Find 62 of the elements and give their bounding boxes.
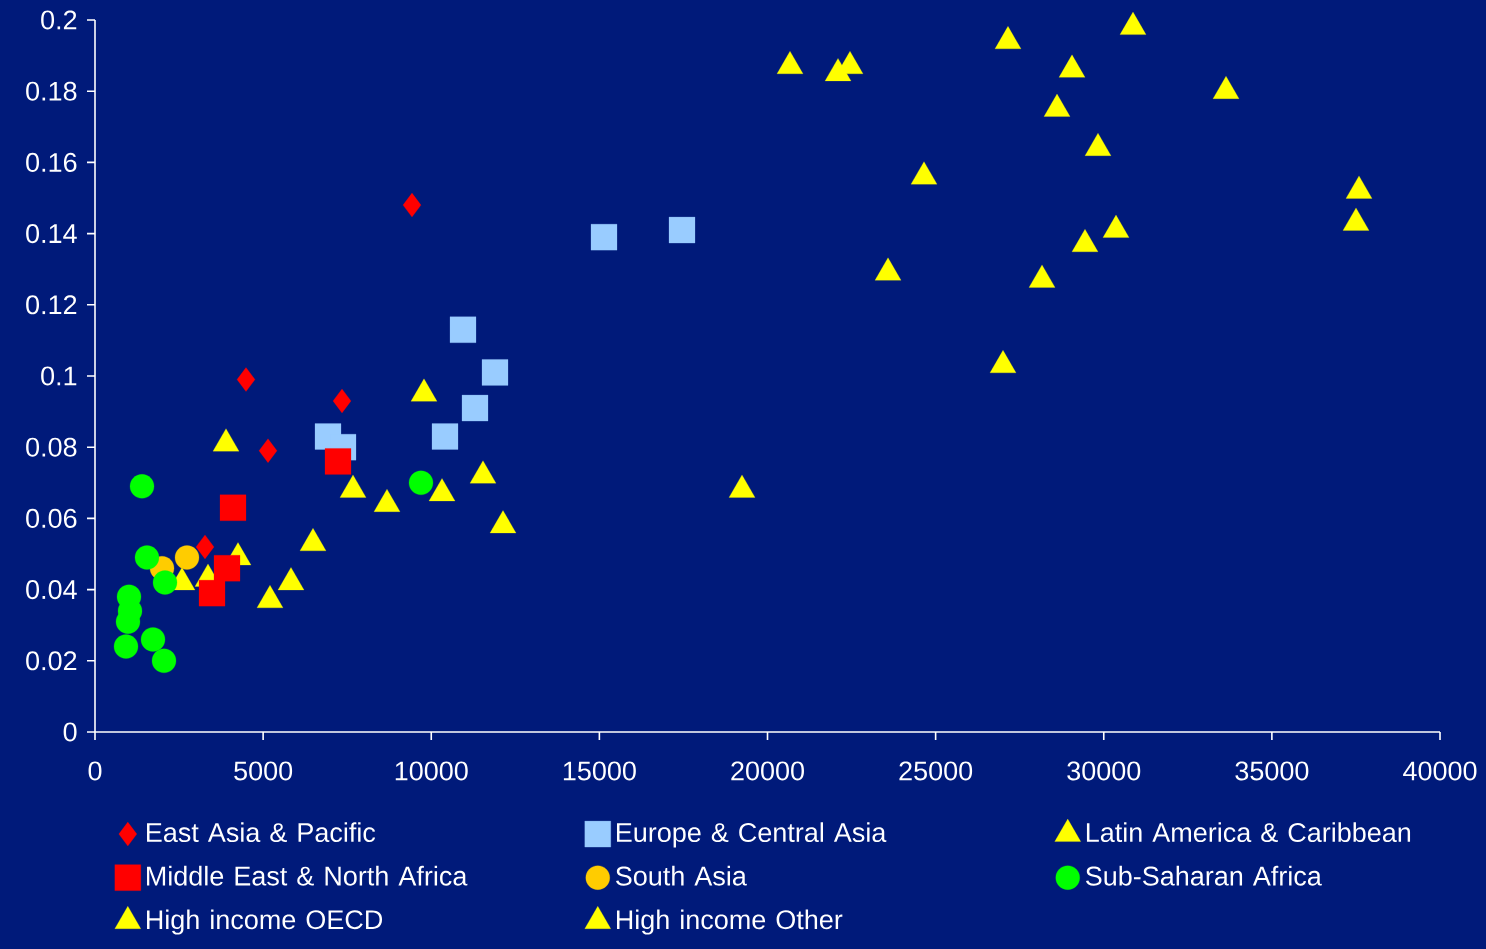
point [324, 448, 352, 475]
point [1043, 93, 1071, 117]
legend-label: Latin America & Caribbean [1086, 822, 1411, 843]
y-tick-label: 0.04 [26, 580, 77, 600]
y-tick-label: 0.16 [26, 152, 77, 172]
point [776, 51, 804, 74]
y-tick-label: 0.2 [41, 10, 77, 30]
point [129, 474, 155, 499]
legend-label: Middle East & North Africa [147, 865, 468, 886]
legend-label: High income Other [616, 909, 843, 935]
point [195, 534, 215, 559]
y-tick-label: 0 [63, 722, 77, 742]
point [213, 555, 241, 582]
legend-label: East Asia & Pacific [147, 822, 376, 843]
y-tick-label: 0.12 [26, 295, 77, 315]
y-tick-label: 0.18 [26, 81, 77, 101]
point [219, 494, 247, 521]
legend-label: South Asia [615, 865, 747, 886]
y-tick-label: 0.08 [26, 437, 77, 457]
point [1119, 12, 1147, 35]
point [408, 470, 434, 495]
point [431, 423, 459, 450]
point [910, 161, 938, 185]
point [1342, 207, 1370, 231]
point [151, 648, 177, 673]
point [134, 545, 160, 570]
point [1102, 214, 1130, 238]
point [481, 359, 509, 386]
point [449, 316, 477, 343]
point [461, 394, 489, 422]
point [198, 580, 226, 607]
point [1028, 264, 1056, 288]
point [113, 634, 139, 659]
x-tick-label: 15000 [563, 761, 636, 781]
point [140, 627, 166, 652]
point [1058, 54, 1086, 78]
point [258, 438, 278, 463]
point [994, 26, 1022, 49]
point [1345, 175, 1373, 199]
y-tick-label: 0.1 [41, 366, 77, 386]
legend-label: High income OECD [147, 909, 383, 935]
y-tick-label: 0.06 [26, 508, 77, 528]
legend-label: Sub-Saharan Africa [1085, 865, 1322, 886]
x-tick-label: 10000 [395, 761, 468, 781]
x-tick-label: 35000 [1235, 761, 1309, 781]
x-tick-label: 30000 [1067, 761, 1141, 781]
y-tick-label: 0.14 [26, 224, 77, 244]
x-tick-label: 5000 [234, 761, 293, 781]
point [1071, 229, 1099, 252]
legend-label: Europe & Central Asia [616, 822, 887, 848]
x-tick-label: 40000 [1403, 761, 1477, 781]
point [236, 367, 256, 392]
x-tick-label: 25000 [899, 761, 973, 781]
point [152, 570, 178, 595]
y-tick-label: 0.02 [26, 651, 77, 671]
point [874, 257, 902, 281]
x-tick-label: 20000 [731, 761, 804, 781]
point [1084, 133, 1112, 156]
point [332, 388, 352, 414]
x-tick-label: 0 [88, 761, 102, 781]
point [1212, 76, 1240, 99]
point [174, 545, 200, 570]
